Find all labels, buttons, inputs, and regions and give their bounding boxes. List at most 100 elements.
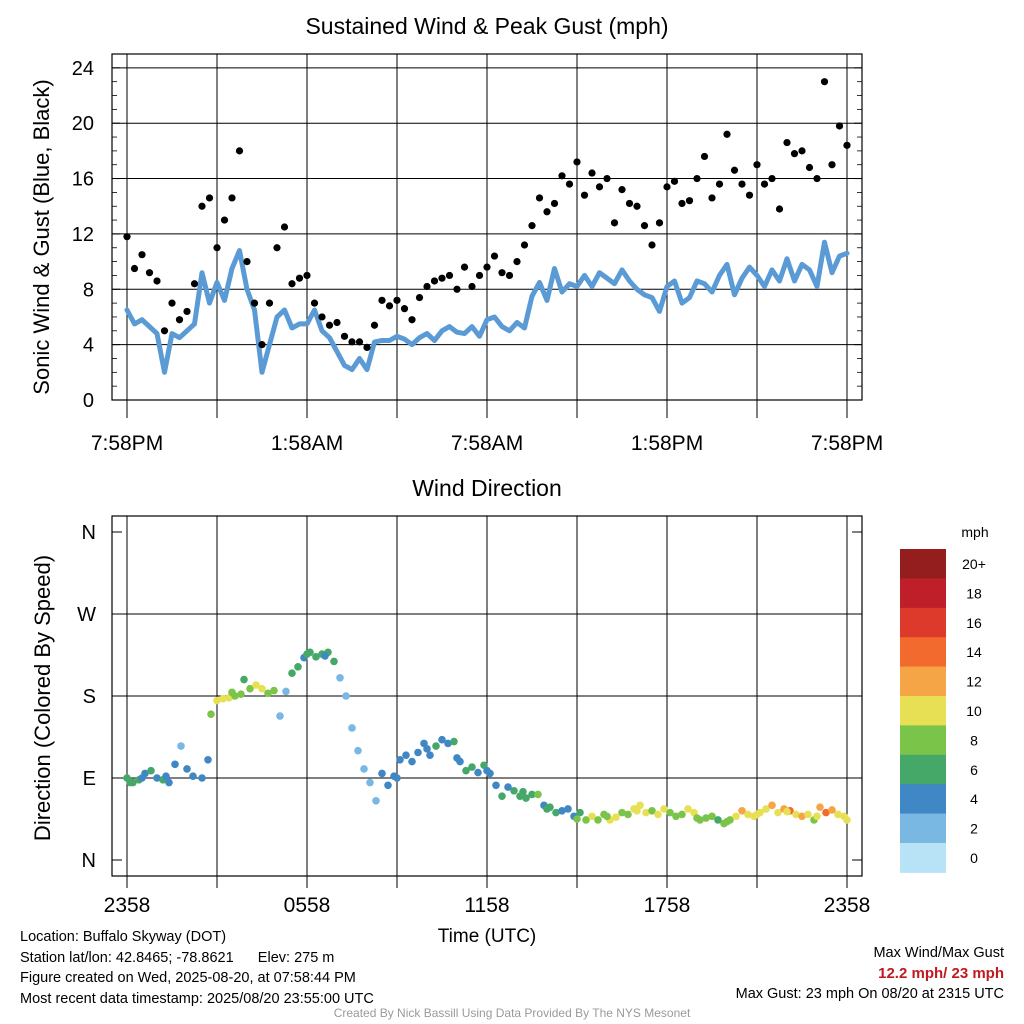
- direction-point: [828, 806, 836, 814]
- direction-point: [189, 772, 197, 780]
- gust-point: [355, 338, 364, 346]
- gust-point: [835, 122, 844, 130]
- gust-point: [633, 202, 641, 210]
- direction-point: [474, 768, 482, 777]
- direction-point: [162, 772, 170, 780]
- direction-point: [270, 686, 278, 695]
- direction-point: [603, 812, 611, 821]
- gust-point: [385, 302, 394, 310]
- direction-point: [312, 653, 320, 661]
- gust-point: [513, 258, 521, 266]
- gust-point: [588, 169, 596, 177]
- direction-point: [414, 748, 422, 757]
- gust-point: [168, 299, 176, 307]
- direction-point: [453, 754, 461, 762]
- direction-point: [153, 774, 161, 782]
- sustained-wind-line: [124, 239, 850, 375]
- gust-point: [363, 343, 371, 352]
- gust-point: [753, 161, 761, 169]
- gust-point: [468, 282, 476, 291]
- gust-point: [423, 282, 431, 291]
- direction-point: [774, 808, 782, 817]
- direction-point: [534, 790, 542, 799]
- direction-point: [504, 783, 512, 791]
- gust-point: [295, 274, 304, 282]
- speed-colorbar: mph 20+ 18 16 14 12 10 8 6 4 2 0: [900, 524, 989, 873]
- direction-point: [588, 812, 596, 821]
- gust-point: [258, 341, 266, 349]
- station-info: Location: Buffalo Skyway (DOT) Station l…: [20, 927, 374, 1009]
- direction-point: [708, 812, 716, 821]
- gust-point: [715, 180, 724, 188]
- gust-point: [505, 271, 514, 280]
- direction-point: [207, 710, 215, 719]
- direction-point: [360, 765, 368, 773]
- gust-point: [640, 222, 649, 230]
- chart-title: Wind Direction: [412, 475, 562, 501]
- direction-point: [594, 816, 602, 824]
- direction-point: [378, 769, 386, 778]
- direction-point: [348, 724, 356, 732]
- direction-point: [633, 807, 641, 815]
- direction-point: [783, 807, 791, 816]
- direction-point: [138, 774, 146, 782]
- gust-point: [655, 219, 664, 227]
- gust-point: [280, 223, 289, 231]
- direction-point: [519, 787, 527, 796]
- x-tick-label: 7:58AM: [451, 432, 523, 455]
- gust-point: [273, 244, 281, 252]
- direction-point: [165, 778, 173, 787]
- x-tick-label: 7:58PM: [811, 432, 883, 455]
- gust-point: [333, 318, 341, 327]
- direction-point: [183, 765, 191, 773]
- direction-point: [813, 812, 821, 821]
- gust-point: [153, 277, 161, 285]
- colorbar-swatch: [900, 637, 946, 668]
- direction-point: [303, 650, 311, 658]
- gust-point: [768, 174, 776, 183]
- y-axis-label: Sonic Wind & Gust (Blue, Black): [29, 79, 54, 394]
- direction-point: [330, 657, 338, 666]
- gust-point: [408, 316, 416, 324]
- direction-point: [423, 745, 431, 753]
- x-tick-label: 0558: [284, 894, 331, 917]
- direction-point: [354, 746, 362, 755]
- y-tick-label: 24: [72, 58, 94, 80]
- gust-point: [453, 285, 461, 293]
- gust-point: [303, 271, 311, 280]
- colorbar-label: 16: [966, 615, 982, 631]
- direction-point: [744, 810, 752, 819]
- direction-point: [522, 794, 530, 802]
- direction-point: [798, 812, 806, 821]
- location-text: Location: Buffalo Skyway (DOT): [20, 929, 227, 945]
- gust-point: [265, 299, 274, 307]
- gust-point: [528, 222, 536, 230]
- direction-point: [396, 755, 404, 764]
- direction-point: [714, 816, 722, 824]
- gust-point: [145, 269, 154, 277]
- direction-point: [342, 692, 350, 700]
- axes: 0 4 8 12 16 20 24 7:58PM 1:58AM 7:58AM 1:58PM 7:58P…: [72, 58, 883, 455]
- direction-point: [510, 786, 518, 795]
- gust-point: [843, 141, 851, 149]
- direction-point: [528, 790, 536, 799]
- gust-point: [730, 166, 739, 174]
- x-tick-label: 1:58PM: [631, 432, 703, 455]
- gust-point: [498, 269, 506, 277]
- max-gust-text: Max Gust: 23 mph On 08/20 at 2315 UTC: [735, 986, 1004, 1002]
- direction-point: [240, 675, 248, 684]
- direction-point: [246, 684, 254, 693]
- direction-point: [171, 760, 179, 769]
- max-summary: Max Wind/Max Gust 12.2 mph/ 23 mph Max G…: [736, 943, 1004, 1005]
- direction-point: [336, 673, 344, 682]
- direction-point: [468, 763, 476, 771]
- y-tick-label: W: [77, 604, 96, 626]
- gust-point: [670, 177, 679, 185]
- gust-point: [738, 180, 746, 188]
- x-tick-label: 2358: [824, 894, 871, 917]
- gust-point: [580, 191, 589, 199]
- gust-point: [475, 271, 484, 280]
- colorbar-swatch: [900, 813, 946, 844]
- y-tick-label: 16: [72, 169, 94, 191]
